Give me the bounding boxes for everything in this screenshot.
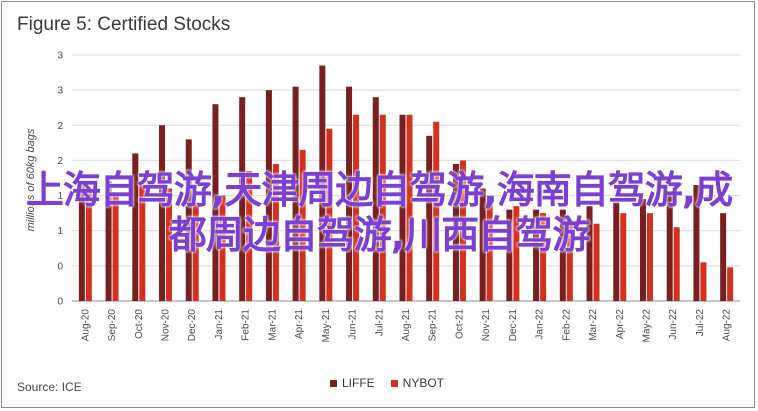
x-tick-label: Mar-22: [588, 309, 599, 341]
bar-nybot: [299, 149, 306, 301]
x-tick-label: Aug-20: [80, 309, 91, 342]
bar-nybot: [326, 128, 333, 301]
bar-nybot: [166, 188, 173, 301]
bar-nybot: [85, 188, 92, 301]
bar-liffe: [533, 209, 540, 301]
x-tick-label: Apr-22: [615, 309, 626, 339]
y-tick-label: 3: [57, 51, 63, 62]
bar-nybot: [646, 213, 653, 301]
legend-swatch-liffe: [330, 379, 337, 387]
bar-liffe: [292, 86, 299, 301]
bar-nybot: [727, 267, 734, 301]
bar-nybot: [272, 163, 279, 301]
x-tick-label: Oct-20: [134, 309, 145, 339]
bar-liffe: [265, 90, 272, 302]
legend: LIFFE NYBOT: [330, 376, 444, 390]
y-tick-label: 0: [57, 261, 63, 272]
x-tick-label: Jun-21: [348, 309, 359, 340]
x-tick-label: May-21: [321, 309, 332, 343]
x-tick-label: Apr-21: [294, 309, 305, 339]
bar-liffe: [559, 209, 566, 301]
bar-liffe: [639, 199, 646, 301]
x-tick-label: Dec-21: [508, 309, 519, 342]
x-tick-label: Sep-21: [428, 309, 439, 342]
bar-nybot: [593, 223, 600, 301]
x-tick-label: Sep-20: [107, 309, 118, 342]
bar-nybot: [353, 114, 360, 301]
bar-liffe: [239, 97, 246, 302]
x-tick-label: Aug-22: [722, 309, 733, 342]
x-tick-label: Aug-21: [401, 309, 412, 342]
bar-nybot: [139, 185, 146, 301]
overlay-watermark-text: 上海自驾游,天津周边自驾游,海南自驾游,成都周边自驾游,川西自驾游: [25, 168, 733, 257]
bar-liffe: [506, 209, 513, 301]
bar-nybot: [433, 121, 440, 302]
chart-title: Figure 5: Certified Stocks: [17, 14, 231, 35]
x-tick-label: Jul-21: [374, 309, 385, 337]
y-tick-label: 1: [57, 191, 63, 202]
bar-nybot: [219, 195, 226, 301]
y-tick-label: 2: [57, 156, 63, 167]
bar-liffe: [399, 114, 406, 301]
x-tick-label: Dec-20: [187, 309, 198, 342]
bar-liffe: [666, 192, 673, 301]
y-tick-label: 1: [57, 226, 63, 237]
bar-nybot: [486, 195, 493, 301]
bar-liffe: [452, 163, 459, 301]
bar-nybot: [700, 262, 707, 301]
legend-swatch-nybot: [390, 379, 398, 387]
x-tick-label: Feb-22: [561, 309, 572, 341]
bar-liffe: [132, 153, 139, 301]
bar-liffe: [185, 139, 192, 301]
bar-nybot: [673, 227, 680, 301]
bar-liffe: [159, 125, 166, 302]
bar-liffe: [319, 65, 326, 302]
x-tick-label: Mar-21: [267, 309, 278, 341]
bar-liffe: [346, 86, 353, 301]
bar-nybot: [540, 213, 547, 301]
y-tick-label: 0: [57, 297, 63, 308]
bar-nybot: [513, 206, 520, 301]
bar-liffe: [372, 97, 379, 302]
bar-nybot: [459, 160, 466, 301]
bar-liffe: [613, 202, 620, 301]
bar-liffe: [105, 181, 112, 301]
y-tick-label: 3: [57, 86, 63, 97]
bar-liffe: [693, 185, 700, 301]
x-tick-label: May-22: [641, 309, 652, 343]
bar-nybot: [620, 213, 627, 301]
x-tick-label: Feb-21: [241, 309, 252, 341]
bar-liffe: [78, 181, 85, 301]
x-tick-label: Nov-21: [481, 309, 492, 342]
bar-nybot: [112, 192, 119, 301]
x-tick-label: Oct-21: [454, 309, 465, 339]
bar-liffe: [212, 104, 219, 301]
bar-liffe: [479, 188, 486, 301]
x-tick-label: Jul-22: [695, 309, 706, 337]
source-note: Source: ICE: [17, 380, 82, 394]
legend-label-liffe: LIFFE: [342, 376, 375, 390]
bar-nybot: [566, 223, 573, 301]
bar-nybot: [379, 114, 386, 301]
bar-nybot: [192, 202, 199, 301]
x-tick-label: Jun-22: [668, 309, 679, 340]
legend-item-nybot: NYBOT: [390, 376, 445, 390]
bar-nybot: [406, 114, 413, 301]
x-tick-label: Nov-20: [161, 309, 172, 342]
x-tick-label: Jan-21: [214, 309, 225, 340]
x-tick-label: Jan-22: [535, 309, 546, 340]
bar-liffe: [720, 213, 727, 301]
bar-liffe: [586, 206, 593, 301]
bar-liffe: [426, 135, 433, 301]
bar-nybot: [246, 170, 253, 301]
y-tick-label: 2: [57, 121, 63, 132]
legend-item-liffe: LIFFE: [330, 376, 375, 390]
legend-label-nybot: NYBOT: [402, 376, 445, 390]
